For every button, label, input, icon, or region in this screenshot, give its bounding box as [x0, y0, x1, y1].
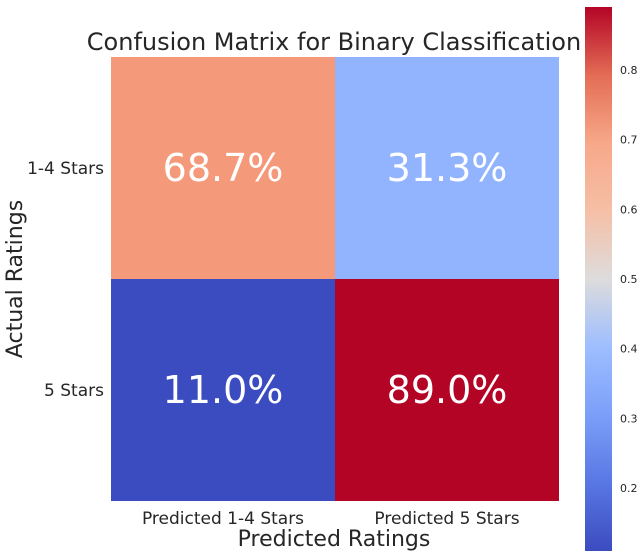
cell-value-label: 89.0%	[387, 368, 508, 412]
y-tick-label: 1-4 Stars	[27, 159, 104, 179]
colorbar-tick-label: 0.7	[620, 134, 638, 147]
chart-title: Confusion Matrix for Binary Classificati…	[87, 28, 581, 56]
y-axis-label: Actual Ratings	[3, 200, 28, 358]
cell-value-label: 68.7%	[163, 146, 284, 190]
heatmap-cell	[111, 279, 335, 501]
heatmap-cells	[111, 57, 559, 501]
heatmap-cell	[335, 279, 559, 501]
colorbar-ticks: 0.2 0.3 0.4 0.5 0.6 0.7 0.8	[620, 64, 638, 495]
y-tick-labels: 1-4 Stars 5 Stars	[27, 159, 104, 401]
x-tick-label: Predicted 5 Stars	[374, 509, 519, 529]
cell-value-label: 11.0%	[163, 368, 284, 412]
colorbar-tick-label: 0.2	[620, 482, 638, 495]
colorbar-tick-label: 0.3	[620, 412, 638, 425]
heatmap-cell-labels: 68.7% 31.3% 11.0% 89.0%	[163, 146, 508, 412]
colorbar-tick-label: 0.8	[620, 64, 638, 77]
x-axis-label: Predicted Ratings	[238, 527, 431, 552]
y-tick-label: 5 Stars	[44, 381, 104, 401]
cell-value-label: 31.3%	[387, 146, 508, 190]
heatmap-cell	[111, 57, 335, 279]
colorbar-tick-label: 0.5	[620, 273, 638, 286]
x-tick-label: Predicted 1-4 Stars	[142, 509, 304, 529]
x-tick-labels: Predicted 1-4 Stars Predicted 5 Stars	[142, 509, 520, 529]
heatmap-cell	[335, 57, 559, 279]
colorbar-tick-label: 0.6	[620, 203, 638, 216]
colorbar-tick-label: 0.4	[620, 343, 638, 356]
colorbar	[585, 7, 612, 551]
